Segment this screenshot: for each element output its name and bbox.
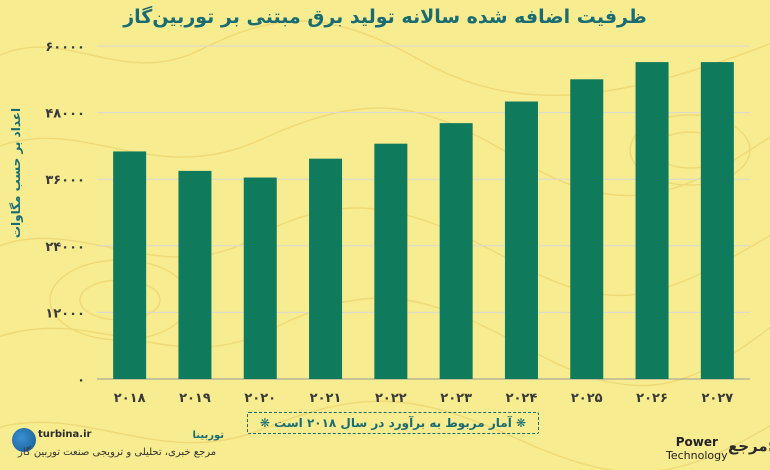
x-tick-label: ۲۰۲۶ bbox=[636, 391, 668, 406]
y-tick-label: ۰ bbox=[77, 373, 85, 388]
y-tick-label: ۲۴۰۰۰ bbox=[45, 240, 85, 255]
bar bbox=[635, 62, 669, 379]
turbina-logo-icon bbox=[12, 428, 36, 452]
source-name-line2: Technology bbox=[666, 449, 728, 462]
brand-name: توربینا bbox=[192, 430, 224, 441]
x-tick-label: ۲۰۲۵ bbox=[571, 391, 603, 406]
chart-title: ظرفیت اضافه شده سالانه تولید برق مبتنی ب… bbox=[123, 6, 647, 28]
y-axis-label: اعداد بر حسب مگاوات bbox=[9, 107, 23, 239]
source-name-line1: Power bbox=[675, 435, 718, 449]
bar bbox=[178, 170, 212, 379]
x-tick-label: ۲۰۲۳ bbox=[440, 391, 472, 406]
source-name: Power Technology bbox=[666, 435, 728, 463]
y-axis-ticks: ۰ ۱۲۰۰۰ ۲۴۰۰۰ ۳۶۰۰۰ ۴۸۰۰۰ ۶۰۰۰۰ bbox=[45, 40, 85, 388]
y-tick-label: ۳۶۰۰۰ bbox=[45, 173, 85, 188]
brand-tagline: مرجع خبری، تحلیلی و ترویجی صنعت توربین گ… bbox=[18, 447, 217, 458]
y-tick-label: ۴۸۰۰۰ bbox=[45, 107, 85, 122]
bar bbox=[113, 151, 147, 379]
bar bbox=[439, 123, 473, 380]
source-label: مرجع: bbox=[728, 437, 770, 455]
bar bbox=[504, 101, 538, 379]
x-tick-label: ۲۰۱۸ bbox=[114, 391, 146, 406]
x-axis-ticks: ۲۰۱۸ ۲۰۱۹ ۲۰۲۰ ۲۰۲۱ ۲۰۲۲ ۲۰۲۳ ۲۰۲۴ ۲۰۲۵ ۲۰۲۶ ۲۰۲۷ bbox=[114, 391, 734, 406]
bar bbox=[700, 62, 734, 379]
brand-url[interactable]: turbina.ir bbox=[38, 429, 92, 440]
bar bbox=[309, 158, 343, 379]
bar bbox=[243, 177, 277, 379]
bars bbox=[113, 62, 734, 380]
x-tick-label: ۲۰۲۱ bbox=[310, 391, 342, 406]
x-tick-label: ۲۰۱۹ bbox=[179, 391, 211, 406]
y-tick-label: ۱۲۰۰۰ bbox=[45, 306, 85, 321]
footnote: ❋ آمار مربوط به برآورد در سال ۲۰۱۸ است ❋ bbox=[247, 412, 539, 434]
bar bbox=[374, 143, 408, 379]
x-tick-label: ۲۰۲۲ bbox=[375, 391, 407, 406]
bar bbox=[570, 79, 604, 380]
brand-block: turbina.ir توربینا مرجع خبری، تحلیلی و ت… bbox=[4, 426, 244, 468]
x-tick-label: ۲۰۲۴ bbox=[506, 391, 538, 406]
x-tick-label: ۲۰۲۷ bbox=[701, 391, 733, 406]
x-tick-label: ۲۰۲۰ bbox=[244, 391, 276, 406]
y-tick-label: ۶۰۰۰۰ bbox=[45, 40, 85, 55]
